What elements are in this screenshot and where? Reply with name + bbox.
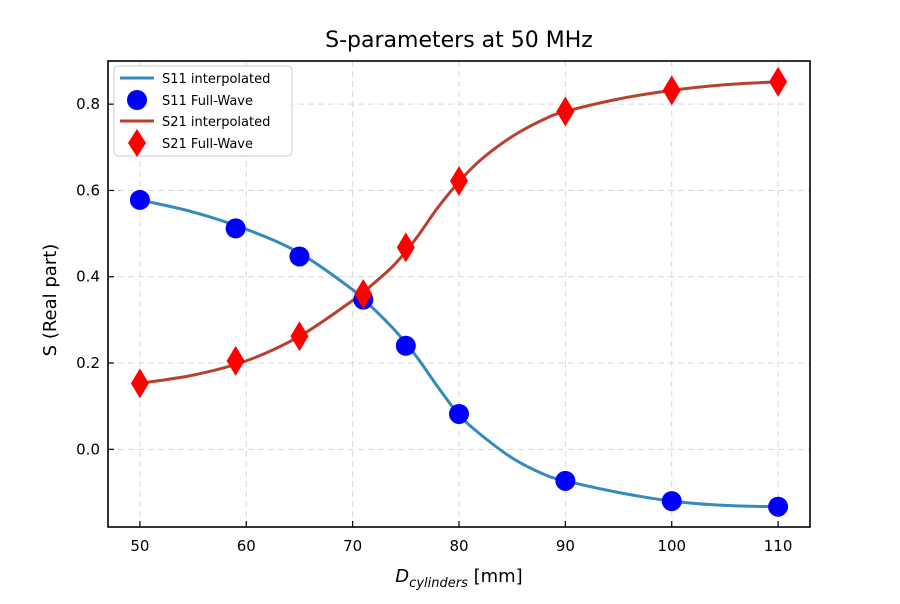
s11-full-wave-point: [661, 491, 682, 512]
ticks-layer: 50 60 70 80 90 100 110 0.0 0.2 0.4 0.6 0.8: [76, 95, 792, 555]
x-tick-label: 70: [343, 537, 362, 555]
x-tick-label: 110: [764, 537, 793, 555]
y-tick-label: 0.6: [76, 181, 100, 199]
x-axis-label-subscript: cylinders: [409, 576, 468, 591]
y-axis-label: S (Real part): [40, 244, 61, 357]
s11-full-wave-point: [449, 403, 469, 424]
legend-s11-full-wave-label: S11 Full-Wave: [162, 94, 253, 109]
y-tick-label: 0.8: [76, 95, 100, 113]
s11-full-wave-point: [129, 189, 150, 210]
legend-s21-full-wave-label: S21 Full-Wave: [162, 137, 253, 152]
s21-full-wave-point: [450, 165, 468, 196]
legend-box: [113, 65, 293, 157]
x-tick-label: 50: [130, 537, 149, 555]
s21-full-wave-point: [662, 75, 681, 106]
s21-full-wave-point: [769, 66, 788, 97]
s11-full-wave-point: [768, 496, 789, 517]
legend-s11-full-wave-swatch: [127, 90, 147, 110]
legend: S11 interpolated S11 Full-Wave S21 interpo…: [113, 65, 293, 157]
s21-full-wave-point: [396, 232, 415, 263]
s11-full-wave-point: [289, 246, 310, 267]
x-axis-label: Dcylinders [mm]: [395, 566, 522, 591]
s11-full-wave-point: [225, 218, 246, 239]
s21-full-wave-point: [556, 96, 575, 127]
chart-title: S-parameters at 50 MHz: [325, 28, 593, 53]
x-tick-label: 100: [657, 537, 686, 555]
x-tick-label: 80: [449, 537, 468, 555]
x-axis-label-unit: [mm]: [468, 566, 523, 587]
s21-full-wave-point: [354, 279, 373, 309]
s21-full-wave-point: [290, 321, 309, 352]
x-tick-label: 90: [556, 537, 575, 555]
legend-s21-full-wave-swatch: [128, 129, 146, 157]
x-axis-label-main: D: [395, 566, 409, 587]
legend-s11-interpolated-label: S11 interpolated: [162, 72, 270, 87]
series-layer: [129, 66, 789, 517]
s11-full-wave-point: [555, 470, 576, 491]
y-tick-label: 0.0: [76, 440, 100, 458]
s21-full-wave-point: [226, 345, 245, 376]
x-tick-label: 60: [237, 537, 256, 555]
legend-s21-interpolated-label: S21 interpolated: [162, 115, 270, 130]
s11-full-wave-point: [395, 335, 416, 356]
y-tick-label: 0.4: [76, 268, 100, 286]
s21-full-wave-point: [130, 368, 149, 399]
y-tick-label: 0.2: [76, 354, 100, 372]
